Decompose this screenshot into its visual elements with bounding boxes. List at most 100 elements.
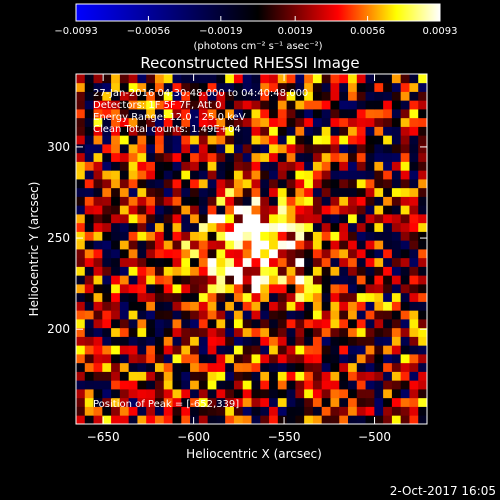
heatmap-cell (277, 380, 287, 390)
heatmap-cell (207, 397, 217, 407)
heatmap-cell (154, 249, 165, 259)
heatmap-cell (312, 371, 323, 381)
heatmap-cell (339, 117, 349, 127)
heatmap-cell (154, 135, 165, 145)
heatmap-cell (409, 179, 419, 189)
heatmap-cell (277, 82, 287, 92)
heatmap-cell (286, 266, 296, 276)
heatmap-cell (233, 284, 244, 294)
heatmap-cell (269, 196, 279, 206)
heatmap-cell (119, 161, 130, 171)
heatmap-cell (84, 406, 94, 416)
heatmap-cell (93, 231, 103, 241)
heatmap-cell (207, 389, 217, 399)
heatmap-cell (93, 240, 103, 250)
heatmap-cell (111, 301, 121, 311)
heatmap-cell (190, 345, 200, 355)
heatmap-cell (383, 319, 393, 329)
heatmap-cell (111, 266, 121, 276)
heatmap-cell (330, 222, 340, 232)
heatmap-cell (207, 310, 217, 320)
heatmap-cell (409, 292, 419, 302)
heatmap-cell (348, 100, 358, 110)
heatmap-cell (242, 362, 252, 372)
footer-date: 2-Oct-2017 16:05 (390, 484, 496, 498)
heatmap-cell (400, 222, 410, 232)
heatmap-cell (111, 231, 121, 241)
heatmap-cell (409, 319, 419, 329)
heatmap-cell (304, 222, 314, 232)
heatmap-cell (207, 144, 217, 154)
heatmap-cell (154, 152, 165, 162)
plot-frame (75, 73, 428, 425)
heatmap-cell (172, 74, 182, 84)
heatmap-cell (233, 319, 244, 329)
heatmap-cell (198, 292, 209, 302)
heatmap-cell (84, 187, 94, 197)
heatmap-cell (93, 371, 103, 381)
heatmap-cell (339, 179, 349, 189)
heatmap-cell (418, 284, 428, 294)
heatmap-cell (277, 109, 287, 119)
heatmap-cell (233, 91, 244, 101)
heatmap-cell (84, 109, 94, 119)
heatmap-cell (128, 336, 138, 346)
heatmap-cell (356, 371, 366, 381)
heatmap-cell (348, 144, 358, 154)
heatmap-cell (137, 100, 147, 110)
heatmap-cell (242, 415, 252, 425)
heatmap-cell (339, 82, 349, 92)
heatmap-cell (330, 354, 340, 364)
heatmap-cell (418, 161, 428, 171)
heatmap-cell (251, 100, 261, 110)
heatmap-cell (137, 170, 147, 180)
heatmap-cell (242, 240, 252, 250)
heatmap-cell (163, 415, 173, 425)
heatmap-cell (356, 301, 366, 311)
heatmap-cell (128, 187, 138, 197)
heatmap-cell (146, 301, 156, 311)
heatmap-cell (383, 327, 393, 337)
heatmap-cell (269, 161, 279, 171)
y-tick-label: 300 (47, 140, 70, 154)
heatmap-cell (154, 362, 165, 372)
heatmap-cell (295, 389, 305, 399)
heatmap-cell (286, 371, 296, 381)
heatmap-cell (146, 117, 156, 127)
heatmap-cell (233, 222, 244, 232)
heatmap-cell (348, 327, 358, 337)
heatmap-cell (400, 336, 410, 346)
colorbar-units-label: (photons cm⁻² s⁻¹ asec⁻²) (193, 41, 322, 52)
heatmap-cell (128, 74, 138, 84)
heatmap-cell (277, 310, 287, 320)
heatmap-cell (216, 196, 226, 206)
heatmap-cell (365, 170, 375, 180)
heatmap-cell (207, 161, 217, 171)
heatmap-cell (409, 362, 419, 372)
heatmap-cell (163, 397, 173, 407)
heatmap-cell (304, 380, 314, 390)
heatmap-cell (391, 310, 402, 320)
heatmap-cell (172, 135, 182, 145)
heatmap-cell (409, 327, 419, 337)
heatmap-cell (128, 284, 138, 294)
heatmap-cell (93, 336, 103, 346)
heatmap-cell (418, 240, 428, 250)
heatmap-cell (216, 91, 226, 101)
heatmap-cell (383, 82, 393, 92)
colorbar-tick-label: 0.0093 (423, 26, 458, 37)
heatmap-cell (198, 354, 209, 364)
heatmap-cell (181, 152, 191, 162)
heatmap-cell (286, 362, 296, 372)
heatmap-cell (374, 336, 384, 346)
heatmap-cell (119, 266, 130, 276)
heatmap-cell (409, 310, 419, 320)
heatmap-cell (277, 249, 287, 259)
heatmap-cell (76, 380, 86, 390)
heatmap-cell (102, 275, 112, 285)
heatmap-cell (383, 196, 393, 206)
heatmap-cell (330, 362, 340, 372)
heatmap-cell (163, 319, 173, 329)
heatmap-cell (242, 354, 252, 364)
heatmap-cell (321, 179, 331, 189)
